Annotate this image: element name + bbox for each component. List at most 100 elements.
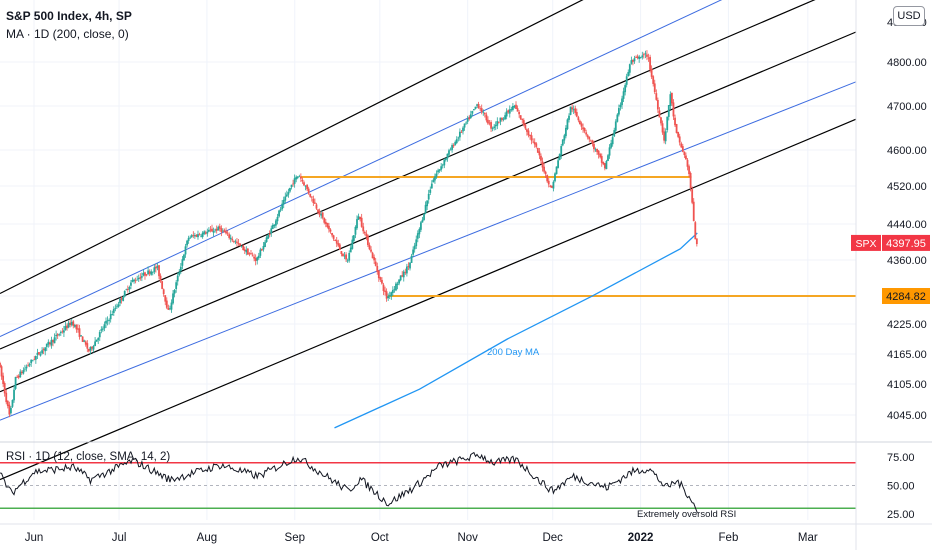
candle-body-360: [560, 146, 563, 156]
candle-body-116: [179, 266, 182, 272]
candle-body-38: [58, 334, 61, 336]
candle-body-82: [126, 289, 129, 291]
candle-body-226: [351, 239, 354, 249]
candle-body-87: [134, 280, 137, 282]
candle-body-215: [334, 239, 337, 241]
price-pane[interactable]: 200 Day MA: [0, 0, 857, 481]
candle-body-135: [209, 229, 212, 231]
candle-body-433: [674, 117, 676, 126]
chart-title: S&P 500 Index, 4h, SP: [6, 9, 132, 23]
candle-body-143: [222, 230, 224, 232]
candle-body-285: [443, 159, 446, 166]
candle-body-16: [24, 368, 26, 370]
candle-body-130: [201, 232, 204, 237]
candle-body-29: [44, 347, 47, 352]
candle-body-6: [8, 404, 11, 415]
channel-line-4: [0, 81, 857, 421]
candle-body-75: [116, 306, 118, 308]
candle-body-93: [144, 272, 146, 276]
candle-body-153: [237, 242, 240, 244]
candle-body-99: [153, 267, 156, 272]
candle-body-164: [254, 258, 257, 261]
candle-body-43: [66, 325, 68, 329]
candle-body-71: [109, 314, 112, 320]
candle-body-8: [11, 400, 14, 407]
candle-body-291: [452, 145, 455, 147]
candle-body-368: [572, 109, 575, 111]
candle-body-306: [476, 104, 478, 106]
candle-body-86: [133, 279, 135, 282]
candle-body-3: [3, 383, 6, 394]
candle-body-201: [312, 198, 315, 204]
candle-body-379: [589, 140, 592, 142]
candle-body-422: [656, 99, 659, 110]
currency-button[interactable]: USD: [893, 6, 925, 26]
candle-body-340: [529, 134, 531, 137]
candle-body-160: [248, 253, 251, 255]
candle-body-159: [246, 248, 249, 255]
candle-body-81: [125, 289, 128, 291]
rsi-tick-1: 50.00: [887, 481, 915, 493]
rsi-pane[interactable]: Extremely oversold RSI: [0, 451, 856, 520]
candle-body-84: [130, 282, 132, 286]
candle-body-278: [432, 179, 435, 183]
candle-body-5: [6, 400, 9, 407]
candle-body-333: [518, 112, 521, 115]
candle-body-287: [446, 153, 449, 159]
candle-body-95: [147, 270, 149, 275]
candle-body-100: [154, 266, 157, 269]
candle-body-431: [671, 92, 673, 104]
candle-body-293: [455, 139, 458, 143]
candle-body-405: [630, 60, 633, 64]
candle-body-386: [600, 155, 603, 163]
candle-body-108: [167, 308, 170, 310]
candle-body-18: [27, 365, 29, 367]
candle-body-0: [0, 362, 1, 367]
candle-body-190: [295, 176, 298, 180]
candle-body-150: [232, 240, 235, 242]
candle-body-110: [170, 302, 173, 310]
support-price-tag: [882, 288, 930, 304]
candle-body-428: [666, 116, 669, 131]
candle-body-61: [94, 341, 96, 346]
candle-body-289: [449, 149, 452, 151]
candle-body-68: [105, 321, 107, 324]
candle-body-391: [608, 147, 611, 156]
candle-body-106: [164, 295, 167, 302]
candle-body-415: [646, 54, 648, 57]
candle-body-265: [412, 249, 415, 255]
candle-body-356: [554, 173, 556, 182]
candle-body-208: [323, 217, 326, 223]
candle-body-294: [457, 137, 460, 139]
candle-body-274: [426, 200, 429, 207]
candle-body-217: [337, 243, 340, 246]
candle-body-307: [477, 104, 480, 108]
candle-body-355: [552, 181, 555, 189]
candle-body-107: [165, 300, 168, 308]
candle-body-180: [279, 209, 282, 211]
candle-body-292: [454, 141, 457, 145]
candle-body-402: [625, 76, 628, 85]
candle-body-119: [184, 246, 187, 255]
candle-body-304: [473, 109, 475, 111]
candle-body-271: [421, 219, 424, 223]
candle-body-263: [409, 262, 411, 269]
candle-body-184: [285, 194, 288, 197]
candle-body-230: [357, 216, 360, 220]
candle-body-376: [585, 132, 588, 135]
candle-body-199: [309, 193, 312, 197]
candle-body-303: [471, 111, 474, 114]
candle-body-80: [123, 290, 126, 297]
candle-body-267: [415, 239, 418, 247]
candle-body-183: [284, 196, 287, 201]
candle-body-350: [544, 171, 547, 175]
candle-body-407: [633, 58, 636, 62]
candle-body-167: [259, 249, 262, 256]
candle-body-397: [617, 108, 620, 115]
candle-body-297: [462, 127, 464, 132]
candle-body-403: [627, 72, 630, 77]
candle-body-118: [183, 254, 185, 261]
candle-body-202: [314, 202, 316, 204]
